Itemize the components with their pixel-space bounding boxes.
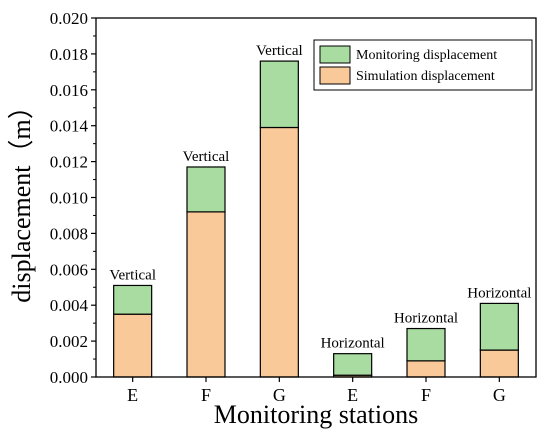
bar-segment-monitoring-1 [113, 284, 153, 315]
y-tick-label-3: 0.004 [50, 296, 89, 315]
x-tick-label-4: E [347, 385, 358, 405]
bar-annotation-4: Horizontal [321, 336, 385, 352]
y-tick-label-1: 0.000 [50, 368, 88, 387]
axes-layer: E F G E F G 0.000 0.002 0.004 0.006 0.008 0.010 0.01… [50, 9, 506, 405]
y-tick-label-5: 0.008 [50, 224, 88, 243]
y-tick-label-8: 0.014 [50, 117, 89, 136]
bar-segment-simulation-1 [113, 313, 153, 378]
legend-label-1: Monitoring displacement [356, 48, 497, 63]
y-axis-title: displacement（m） [7, 93, 36, 302]
legend-swatch-2 [319, 66, 351, 85]
bar-annotation-2: Vertical [183, 149, 230, 165]
x-tick-label-2: F [201, 385, 211, 405]
legend: Monitoring displacement Simulation displa… [313, 39, 533, 91]
y-tick-label-2: 0.002 [50, 332, 88, 351]
bar-segment-simulation-3 [259, 126, 299, 378]
x-tick-label-6: G [493, 385, 506, 405]
bars-layer [113, 60, 519, 378]
legend-label-2: Simulation displacement [356, 69, 495, 84]
annotations-layer: Vertical Vertical Vertical Horizontal Horizo… [109, 43, 531, 352]
bar-segment-monitoring-4 [333, 353, 373, 376]
bar-segment-monitoring-3 [259, 60, 299, 129]
bar-annotation-1: Vertical [109, 267, 156, 283]
bar-segment-simulation-5 [406, 360, 446, 378]
y-tick-label-9: 0.016 [50, 81, 88, 100]
x-tick-label-5: F [421, 385, 431, 405]
bar-segment-simulation-2 [186, 211, 226, 378]
bar-segment-monitoring-2 [186, 166, 226, 213]
bar-annotation-5: Horizontal [394, 311, 458, 327]
bar-segment-monitoring-6 [479, 302, 519, 351]
bar-segment-simulation-6 [479, 349, 519, 378]
x-tick-label-1: E [127, 385, 138, 405]
bar-annotation-6: Horizontal [467, 285, 531, 301]
y-tick-label-7: 0.012 [50, 153, 88, 172]
y-tick-label-4: 0.006 [50, 260, 88, 279]
bar-segment-monitoring-5 [406, 327, 446, 362]
legend-swatch-1 [319, 45, 351, 64]
y-tick-label-6: 0.010 [50, 189, 88, 208]
y-tick-label-10: 0.018 [50, 45, 88, 64]
x-tick-label-3: G [273, 385, 286, 405]
y-tick-label-11: 0.020 [50, 9, 88, 28]
x-axis-title: Monitoring stations [214, 400, 418, 429]
bar-annotation-3: Vertical [256, 43, 303, 59]
